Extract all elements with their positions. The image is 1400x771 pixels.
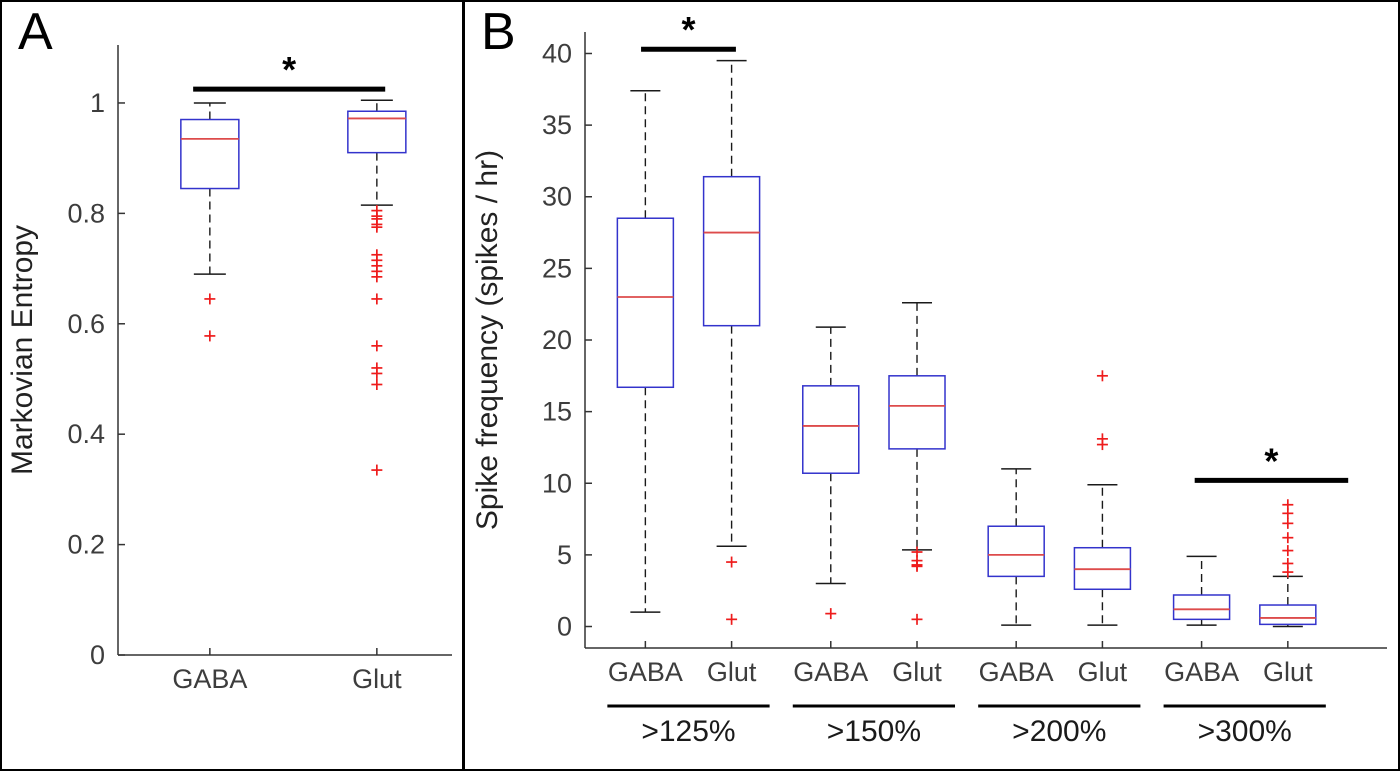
category-label: GABA <box>172 664 247 694</box>
y-axis-label: Markovian Entropy <box>6 225 39 475</box>
y-tick-label: 0 <box>90 640 105 670</box>
y-tick-label: 5 <box>557 540 572 570</box>
category-label: Glut <box>1263 657 1313 687</box>
panel-b-plot: 0 5 10 15 20 25 30 35 40 GABA Glut GABA Glut GABA Glut… <box>471 9 1387 748</box>
y-tick-label: 10 <box>542 468 572 498</box>
panel-b-label: B <box>481 3 516 61</box>
category-label: GABA <box>979 657 1054 687</box>
box <box>987 525 1045 578</box>
box <box>347 110 407 154</box>
category-label: Glut <box>892 657 942 687</box>
y-tick-label: 0.6 <box>67 309 105 339</box>
y-axis-label: Spike frequency (spikes / hr) <box>471 150 504 530</box>
y-tick-label: 30 <box>542 182 572 212</box>
box <box>888 375 946 450</box>
category-label: GABA <box>1164 657 1239 687</box>
box <box>802 385 860 474</box>
y-tick-label: 25 <box>542 253 572 283</box>
group-label: >150% <box>827 715 921 748</box>
category-label: Glut <box>352 664 402 694</box>
panel-a: A 0 0.2 0.4 0.6 0.8 1 GABA Glut Markovian Entrop… <box>2 2 465 769</box>
panel-a-label: A <box>18 3 53 61</box>
y-tick-label: 0.4 <box>67 419 105 449</box>
y-tick-label: 20 <box>542 325 572 355</box>
box <box>1172 594 1231 621</box>
category-label: GABA <box>793 657 868 687</box>
box <box>180 118 240 190</box>
category-label: Glut <box>1078 657 1128 687</box>
y-tick-label: 0 <box>557 612 572 642</box>
y-tick-label: 40 <box>542 38 572 68</box>
category-label: Glut <box>707 657 757 687</box>
y-tick-label: 0.8 <box>67 198 105 228</box>
box <box>1259 604 1317 626</box>
significance-star: * <box>681 9 695 50</box>
significance-star: * <box>282 49 296 90</box>
group-label: >200% <box>1012 715 1106 748</box>
significance-star: * <box>1264 440 1278 481</box>
category-label: GABA <box>608 657 683 687</box>
group-label: >125% <box>641 715 735 748</box>
y-tick-label: 15 <box>542 397 572 427</box>
y-tick-label: 1 <box>90 88 105 118</box>
panel-a-plot: 0 0.2 0.4 0.6 0.8 1 GABA Glut Markovian Entropy * <box>6 45 452 694</box>
y-tick-label: 0.2 <box>67 530 105 560</box>
group-label: >300% <box>1198 715 1292 748</box>
panel-b: B 0 5 10 15 20 25 30 35 40 GABA Glut GABA Glut GABA Gl… <box>465 2 1398 769</box>
box <box>702 175 761 327</box>
y-tick-label: 35 <box>542 110 572 140</box>
box <box>616 217 675 389</box>
